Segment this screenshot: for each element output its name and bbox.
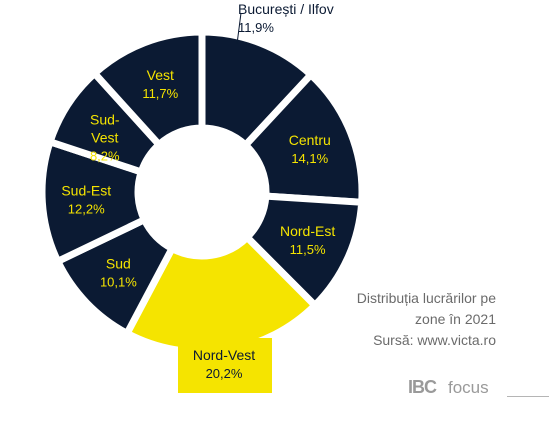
leader-line-bucuresti-ilfov — [236, 12, 242, 45]
donut-slices — [38, 28, 366, 356]
caption-line-2: zone în 2021 — [415, 311, 496, 327]
slice-name-vest: Vest — [147, 67, 174, 83]
ibc-focus-logo: IBC focus — [408, 376, 550, 416]
brand-mark: IBC — [408, 377, 437, 397]
slice-value-bucuresti-ilfov: 11,9% — [238, 20, 274, 35]
slice-name-nord-vest: Nord-Vest — [193, 347, 255, 363]
slice-value-nord-est: 11,5% — [290, 242, 326, 257]
slice-value-centru: 14,1% — [291, 151, 328, 166]
slice-labels: București / Ilfov 11,9% Centru 14,1% Nord-Es… — [61, 1, 335, 393]
chart-caption: Distribuția lucrărilor pe zone în 2021 S… — [357, 288, 496, 351]
highlight-label-box — [178, 338, 272, 393]
slice-name-sud: Sud — [106, 255, 131, 271]
slice-value-sud: 10,1% — [100, 274, 137, 289]
slice-value-vest: 11,7% — [142, 86, 178, 101]
slice-value-nord-vest: 20,2% — [206, 366, 243, 381]
caption-line-1: Distribuția lucrărilor pe — [356, 290, 496, 306]
slice-value-sud-est: 12,2% — [68, 201, 105, 216]
caption-line-3: Sursă: www.victa.ro — [373, 332, 496, 348]
brand-word: focus — [448, 378, 489, 397]
slice-value-sud-vest: 8,2% — [90, 149, 120, 164]
brand-rule — [507, 396, 549, 397]
slice-name-bucuresti-ilfov: București / Ilfov — [238, 1, 334, 17]
slice-name-nord-est: Nord-Est — [280, 223, 335, 239]
slice-name-sud-est: Sud-Est — [61, 182, 111, 198]
slice-name-centru: Centru — [289, 132, 331, 148]
donut-center — [137, 127, 267, 257]
slice-name-sud-vest-1: Sud- — [90, 112, 120, 128]
slice-name-sud-vest-2: Vest — [91, 130, 118, 146]
